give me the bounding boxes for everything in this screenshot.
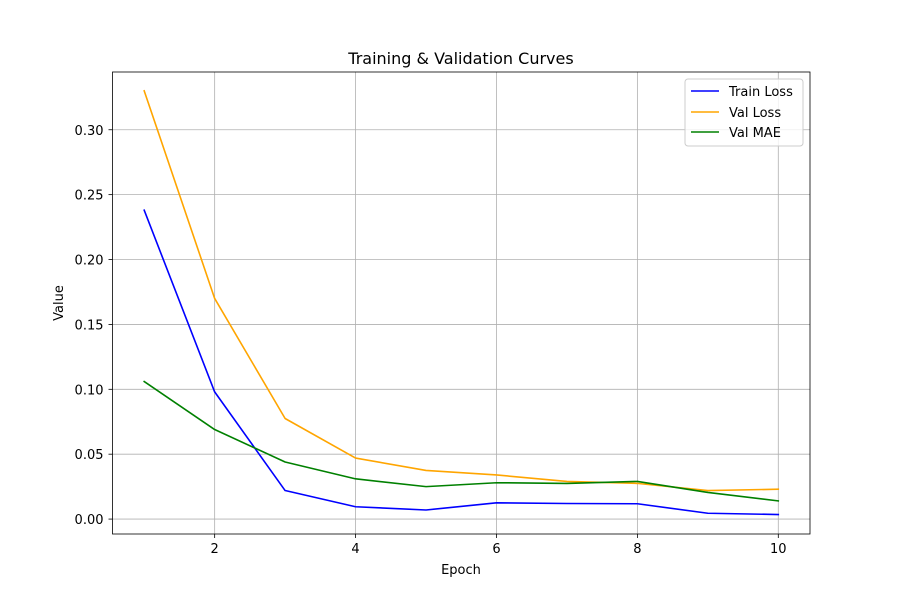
chart-title: Training & Validation Curves [347,49,573,68]
x-tick-label: 6 [492,542,500,557]
y-tick-label: 0.10 [75,383,104,398]
axes-frame [112,71,811,535]
x-tick-label: 4 [351,542,359,557]
ticks-layer: 2 4 6 8 10 0.00 0.05 0.10 0.15 0.20 0.25 0.30 [75,124,787,557]
y-tick-label: 0.15 [75,318,104,333]
legend-label-train-loss: Train Loss [728,85,793,100]
grid-layer [112,72,810,534]
legend-label-val-mae: Val MAE [729,126,781,141]
legend-label-val-loss: Val Loss [729,106,781,121]
y-tick-label: 0.25 [75,189,104,204]
x-tick-label: 8 [633,542,641,557]
series-line-val-loss [143,89,780,492]
x-tick-label: 10 [770,542,787,557]
y-tick-label: 0.30 [75,124,104,139]
x-axis-label: Epoch [441,563,481,578]
y-tick-label: 0.00 [75,513,104,528]
series-layer [143,89,780,516]
x-tick-label: 2 [211,542,219,557]
y-tick-label: 0.05 [75,448,104,463]
series-line-train-loss [143,209,780,516]
y-axis-label: Value [52,285,67,321]
legend-box [684,78,804,147]
legend: Train Loss Val Loss Val MAE [684,78,804,147]
series-line-val-mae [143,380,780,502]
y-tick-label: 0.20 [75,254,104,269]
